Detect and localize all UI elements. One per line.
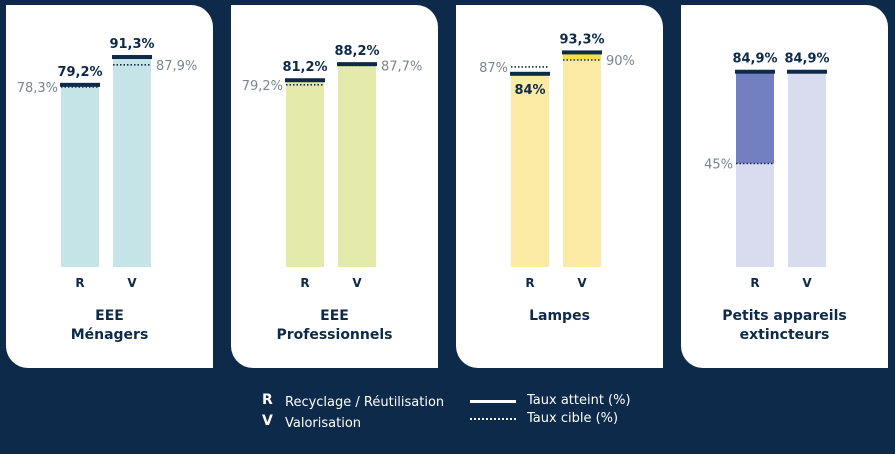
panel-title-line-1: Lampes — [529, 308, 590, 324]
bar-v — [338, 64, 376, 267]
target-value-label-r: 78,3% — [17, 81, 58, 96]
bar-above-target-v — [563, 52, 601, 60]
actual-value-label-v: 91,3% — [109, 37, 154, 52]
actual-line-v — [787, 69, 827, 74]
bar-r — [61, 84, 99, 267]
target-value-label-r: 79,2% — [242, 79, 283, 94]
category-label-v: V — [802, 276, 812, 290]
legend-r-text: Recyclage / Réutilisation — [285, 395, 445, 410]
panel-title-line-1: EEE — [95, 308, 124, 324]
category-label-r: R — [300, 276, 309, 290]
target-value-label-v: 87,9% — [156, 59, 197, 74]
panel-lampes: 84% 87% R 93,3% 90% V Lampes — [456, 5, 663, 368]
actual-line-v — [112, 55, 152, 60]
chart-lampes: 84% 87% R 93,3%90% V — [479, 32, 635, 290]
panel-title: Lampes — [456, 307, 663, 326]
bar-r — [511, 73, 549, 267]
panel-eee-professionnels: 81,2% 79,2% R 88,2% 87,7% V EEE Professionnel… — [231, 5, 438, 368]
legend-dotted-text: Taux cible (%) — [527, 411, 619, 426]
panel-title-line-2: extincteurs — [739, 327, 830, 343]
actual-value-label-v: 84,9% — [784, 52, 829, 67]
legend-solid-line — [470, 400, 516, 403]
chart-eee-menagers: 79,2%78,3% R 91,3%87,9% V — [17, 37, 198, 290]
panel-title: EEE Professionnels — [231, 307, 438, 345]
target-value-label-r: 87% — [479, 61, 508, 76]
bar-v — [563, 52, 601, 267]
legend-v-text: Valorisation — [285, 416, 362, 431]
category-label-v: V — [577, 276, 587, 290]
actual-line-v — [562, 50, 602, 55]
actual-value-label-r: 84% — [514, 83, 545, 98]
category-label-r: R — [525, 276, 534, 290]
panel-petits-appareils: 84,9% 45% R 84,9% V Petits appareils extinct… — [681, 5, 888, 368]
bar-r — [286, 80, 324, 268]
actual-value-label-r: 79,2% — [57, 65, 102, 80]
bar-above-target-r — [736, 71, 774, 164]
panel-eee-menagers: 79,2% 78,3% R 91,3% 87,9% V EEE Ménagers — [6, 5, 213, 368]
actual-value-label-r: 81,2% — [282, 60, 327, 75]
bar-v — [788, 71, 826, 267]
target-value-label-v: 90% — [606, 54, 635, 69]
actual-value-label-v: 93,3% — [559, 32, 604, 47]
category-label-v: V — [352, 276, 362, 290]
panel-title-line-2: Ménagers — [70, 327, 149, 343]
category-label-v: V — [127, 276, 137, 290]
target-value-label-v: 87,7% — [381, 59, 422, 74]
actual-value-label-v: 88,2% — [334, 44, 379, 59]
panel-title-line-1: Petits appareils — [722, 308, 847, 324]
actual-line-r — [735, 69, 775, 74]
actual-value-label-r: 84,9% — [732, 52, 777, 67]
legend-dotted-line — [470, 418, 516, 420]
panel-title-line-2: Professionnels — [276, 327, 393, 343]
panel-title: EEE Ménagers — [6, 307, 213, 345]
actual-line-r — [510, 71, 550, 76]
category-label-r: R — [750, 276, 759, 290]
chart-eee-professionnels: 81,2% 79,2% R 88,2%87,7% V — [242, 44, 423, 290]
panel-title-line-1: EEE — [320, 308, 349, 324]
legend-r-key: R — [262, 392, 273, 408]
actual-line-r — [285, 78, 325, 83]
actual-line-r — [60, 82, 100, 87]
target-value-label-r: 45% — [704, 158, 733, 173]
panel-title: Petits appareils extincteurs — [681, 307, 888, 345]
legend-v-key: V — [262, 413, 273, 429]
chart-petits-appareils: 84,9% 45% R 84,9% V — [704, 52, 829, 290]
actual-line-v — [337, 62, 377, 67]
legend-solid-text: Taux atteint (%) — [527, 393, 631, 408]
category-label-r: R — [75, 276, 84, 290]
bar-v — [113, 57, 151, 268]
